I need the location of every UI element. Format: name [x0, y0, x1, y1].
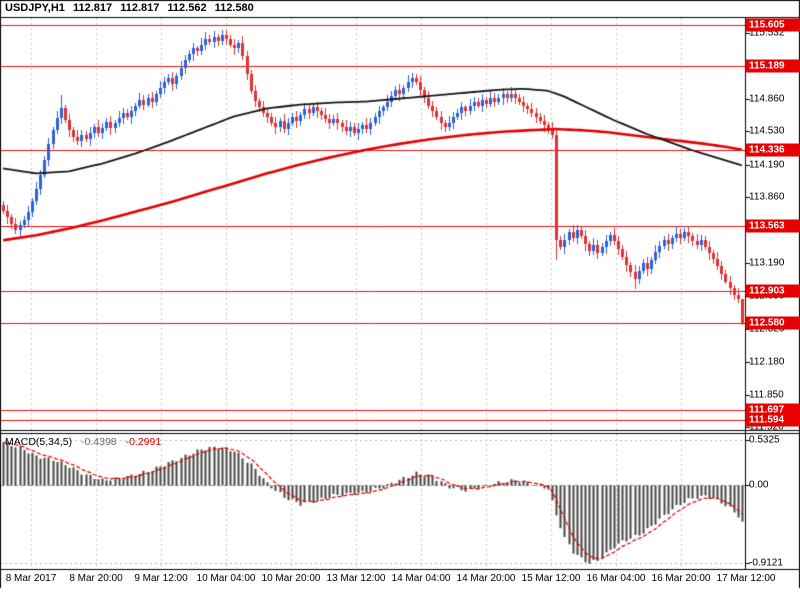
price-level-badge: 111.594 — [746, 413, 800, 427]
macd-tick-label: -0.9121 — [749, 557, 783, 569]
price-tick-label: 112.180 — [749, 356, 785, 368]
price-level-badge: 115.605 — [746, 18, 800, 32]
ohlc-open: 112.817 — [72, 2, 113, 14]
price-level-badge: 114.336 — [746, 143, 800, 157]
time-axis-label: 16 Mar 04:00 — [586, 573, 646, 584]
time-axis-label: 9 Mar 12:00 — [134, 573, 188, 584]
time-axis-label: 8 Mar 2017 — [5, 573, 57, 584]
price-tick-label: 111.850 — [749, 389, 784, 401]
time-axis-label: 13 Mar 12:00 — [326, 573, 386, 584]
price-tick-label: 114.860 — [749, 93, 785, 105]
price-level-badge: 112.580 — [746, 316, 800, 330]
indicator-label: MACD(5,34,5) -0.4398 -0.2991 — [5, 436, 161, 448]
time-axis-label: 10 Mar 04:00 — [196, 573, 256, 584]
price-level-badge: 112.903 — [746, 284, 800, 298]
time-axis-label: 15 Mar 12:00 — [521, 573, 581, 584]
indicator-main-value: -0.4398 — [81, 436, 117, 448]
time-axis-label: 14 Mar 20:00 — [456, 573, 516, 584]
time-axis-label: 10 Mar 20:00 — [261, 573, 321, 584]
chart-title: USDJPY,H1 112.817 112.817 112.562 112.58… — [5, 2, 259, 14]
price-tick-label: 114.190 — [749, 159, 785, 170]
price-tick-label: 115.532 — [749, 27, 785, 39]
price-level-badge: 115.189 — [746, 59, 800, 73]
symbol-period-label: USDJPY,H1 — [5, 2, 65, 14]
macd-tick-label: 0.5325 — [749, 434, 780, 446]
time-axis-label: 17 Mar 12:00 — [716, 573, 776, 584]
price-tick-label: 111.520 — [749, 421, 784, 433]
price-tick-label: 113.190 — [749, 257, 785, 269]
macd-tick-label: 0.00 — [749, 479, 769, 491]
indicator-name: MACD(5,34,5) — [5, 436, 73, 448]
price-level-badge: 113.563 — [746, 219, 800, 233]
price-level-badge: 111.697 — [746, 403, 800, 417]
ohlc-low: 112.562 — [167, 2, 207, 14]
ohlc-close: 112.580 — [214, 2, 254, 14]
time-axis-label: 8 Mar 20:00 — [69, 573, 123, 584]
price-tick-label: 113.860 — [749, 191, 785, 203]
time-axis-label: 14 Mar 04:00 — [391, 573, 451, 584]
indicator-signal-value: -0.2991 — [125, 436, 162, 448]
ohlc-high: 112.817 — [120, 2, 160, 14]
time-axis-label: 16 Mar 20:00 — [651, 573, 711, 584]
price-tick-label: 114.530 — [749, 125, 785, 137]
